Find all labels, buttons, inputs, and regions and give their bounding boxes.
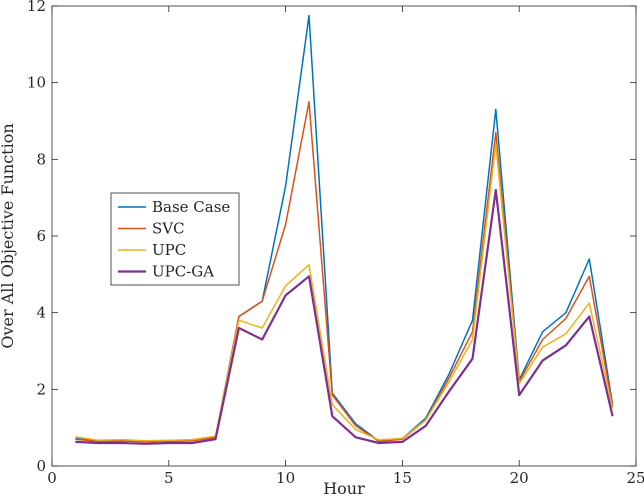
y-tick-label: 12 bbox=[27, 0, 46, 15]
x-axis-label: Hour bbox=[323, 479, 365, 498]
series-line-upc-ga bbox=[75, 188, 614, 445]
x-tick-label: 15 bbox=[393, 469, 412, 487]
x-tick-label: 0 bbox=[47, 469, 57, 487]
y-tick-label: 8 bbox=[36, 150, 46, 168]
legend-label: UPC-GA bbox=[152, 263, 214, 281]
legend-label: SVC bbox=[152, 220, 185, 238]
legend-label: Base Case bbox=[152, 198, 230, 216]
x-tick-label: 5 bbox=[164, 469, 174, 487]
y-tick-label: 0 bbox=[36, 457, 46, 475]
series-line-upc bbox=[75, 143, 614, 442]
series-layer bbox=[75, 14, 614, 445]
legend-label: UPC bbox=[152, 241, 186, 259]
y-axis-ticks: 0 2 4 6 8 10 12 bbox=[27, 0, 636, 475]
y-tick-label: 6 bbox=[36, 227, 46, 245]
y-tick-label: 2 bbox=[36, 380, 46, 398]
x-axis-ticks: 0 5 10 15 20 25 bbox=[47, 6, 644, 487]
x-tick-label: 10 bbox=[276, 469, 295, 487]
y-tick-label: 10 bbox=[27, 74, 46, 92]
x-tick-label: 20 bbox=[510, 469, 529, 487]
y-tick-label: 4 bbox=[36, 304, 46, 322]
legend: Base Case SVC UPC UPC-GA bbox=[110, 192, 240, 286]
legend-box bbox=[110, 192, 240, 286]
series-line-svc bbox=[75, 101, 614, 443]
y-axis-label: Over All Objective Function bbox=[0, 123, 17, 348]
x-tick-label: 25 bbox=[626, 469, 644, 487]
